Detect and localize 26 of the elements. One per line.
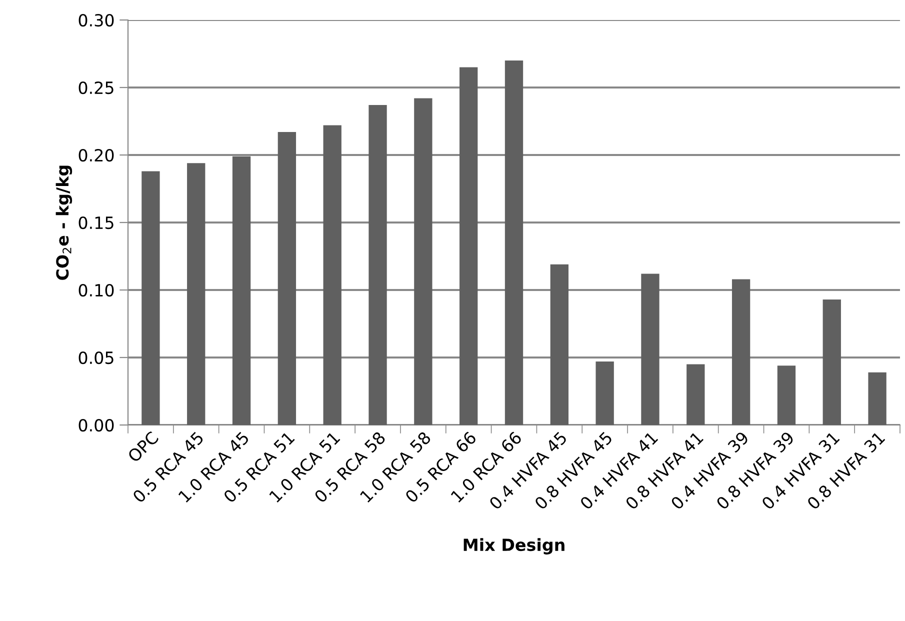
bar <box>368 105 387 425</box>
bar <box>504 60 524 425</box>
bar <box>686 364 705 425</box>
y-tick-label: 0.05 <box>78 351 114 364</box>
y-tick-label: 0.30 <box>78 14 114 27</box>
y-axis-title: CO$_{2}$e - kg/kg <box>56 166 72 280</box>
bar <box>641 274 660 425</box>
bar <box>142 171 160 425</box>
y-tick-label: 0.20 <box>78 148 114 162</box>
bar <box>323 125 342 425</box>
bar <box>187 163 206 425</box>
y-tick-label: 0.10 <box>78 284 114 297</box>
bar <box>460 67 478 425</box>
y-tick-label: 0.25 <box>78 81 114 94</box>
bar <box>777 366 796 425</box>
x-axis-title: Mix Design <box>464 538 564 554</box>
bar <box>732 279 750 425</box>
y-tick-label: 0.15 <box>78 216 114 230</box>
bar <box>232 156 251 425</box>
bar <box>822 299 841 425</box>
bar <box>596 362 614 425</box>
bar <box>868 372 886 425</box>
bar <box>278 132 296 425</box>
y-tick-label: 0.00 <box>78 418 114 432</box>
bar <box>414 98 432 425</box>
bar <box>550 264 568 425</box>
